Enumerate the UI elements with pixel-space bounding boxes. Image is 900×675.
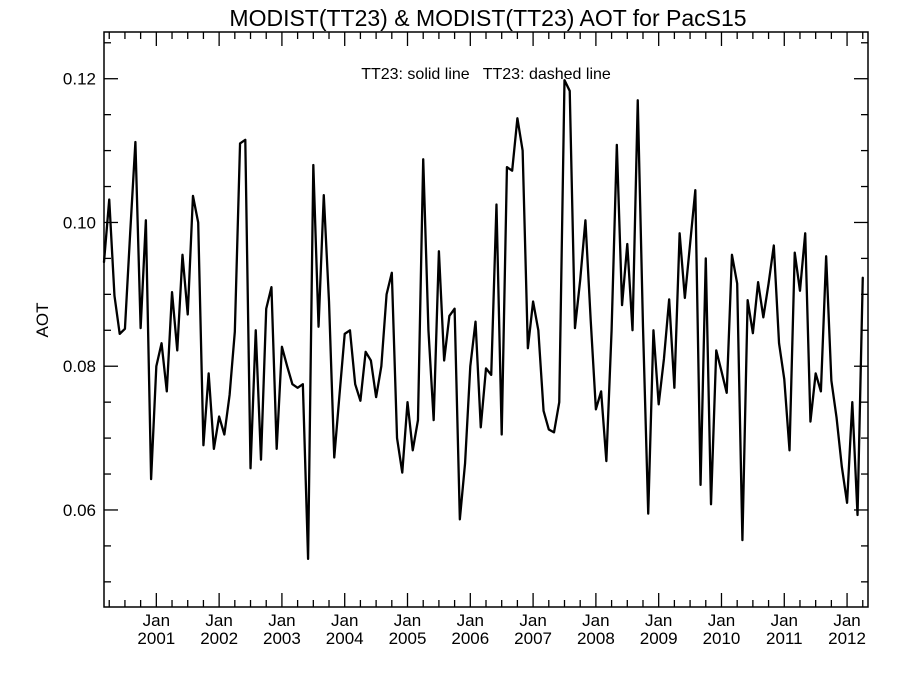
x-tick-month-label: Jan [457,611,484,630]
x-tick-month-label: Jan [833,611,860,630]
x-tick-year-label: 2011 [766,629,803,648]
x-tick-year-label: 2010 [703,629,741,648]
y-tick-label: 0.08 [63,357,96,376]
x-tick-year-label: 2009 [640,629,678,648]
x-tick-month-label: Jan [771,611,798,630]
series-layer [102,79,864,560]
x-tick-month-label: Jan [582,611,609,630]
x-tick-year-label: 2012 [828,629,866,648]
y-tick-label: 0.12 [63,70,96,89]
x-tick-year-label: 2002 [200,629,238,648]
x-tick-year-label: 2004 [326,629,364,648]
y-tick-label: 0.06 [63,501,96,520]
y-tick-label: 0.10 [63,213,96,232]
x-tick-month-label: Jan [708,611,735,630]
x-tick-month-label: Jan [268,611,295,630]
x-tick-month-label: Jan [143,611,170,630]
x-tick-year-label: 2008 [577,629,615,648]
y-axis-label: AOT [33,303,52,338]
x-tick-year-label: 2003 [263,629,301,648]
x-tick-month-label: Jan [331,611,358,630]
series-line-solid [102,79,864,560]
x-tick-month-label: Jan [519,611,546,630]
x-tick-year-label: 2001 [137,629,175,648]
x-tick-month-label: Jan [394,611,421,630]
x-tick-month-label: Jan [645,611,672,630]
x-tick-year-label: 2007 [514,629,552,648]
x-tick-year-label: 2006 [451,629,489,648]
line-style-annotation: TT23: solid line TT23: dashed line [361,66,611,83]
x-tick-month-label: Jan [205,611,232,630]
x-axis-ticks: Jan2001Jan2002Jan2003Jan2004Jan2005Jan20… [108,32,866,648]
y-axis-ticks: 0.06 0.08 0.10 0.12 [63,42,868,583]
x-tick-year-label: 2005 [389,629,427,648]
chart-title: MODIST(TT23) & MODIST(TT23) AOT for PacS… [229,5,746,31]
